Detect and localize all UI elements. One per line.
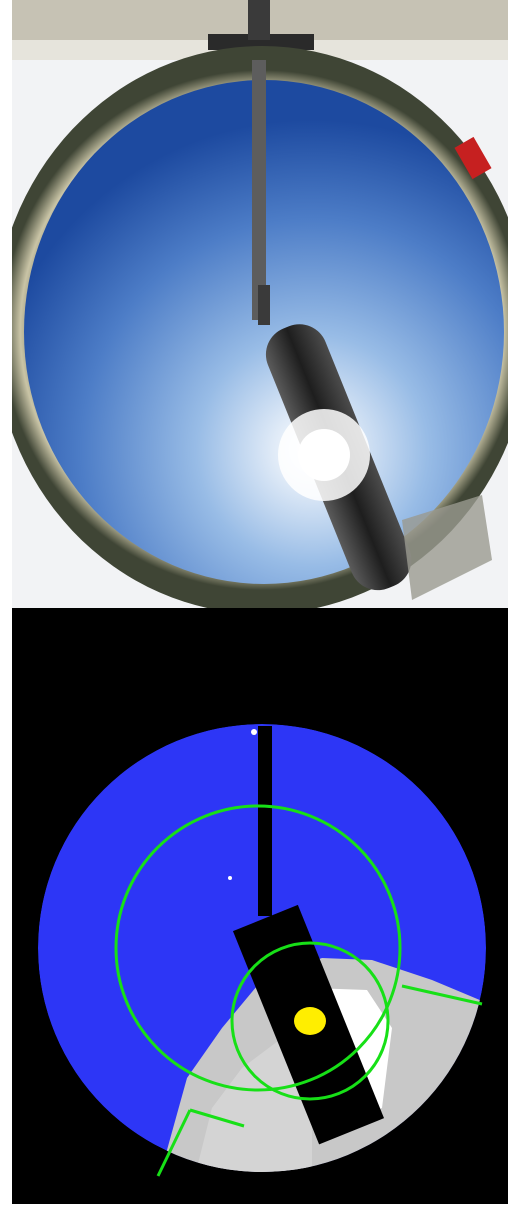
pole-mask [258,726,272,916]
sky-photo-panel [12,0,508,608]
sun-marker [294,1007,326,1035]
sky-dome [24,80,504,584]
tangent-line-right [401,984,483,1006]
cloud-mask [12,608,508,1204]
circumsolar-circle [230,941,390,1101]
sky-photo [12,0,508,608]
cloud-mask-panel [12,608,508,1204]
outer-circle [114,804,402,1092]
shadow-band-pole [252,60,266,320]
tangent-line-left [156,1109,192,1177]
